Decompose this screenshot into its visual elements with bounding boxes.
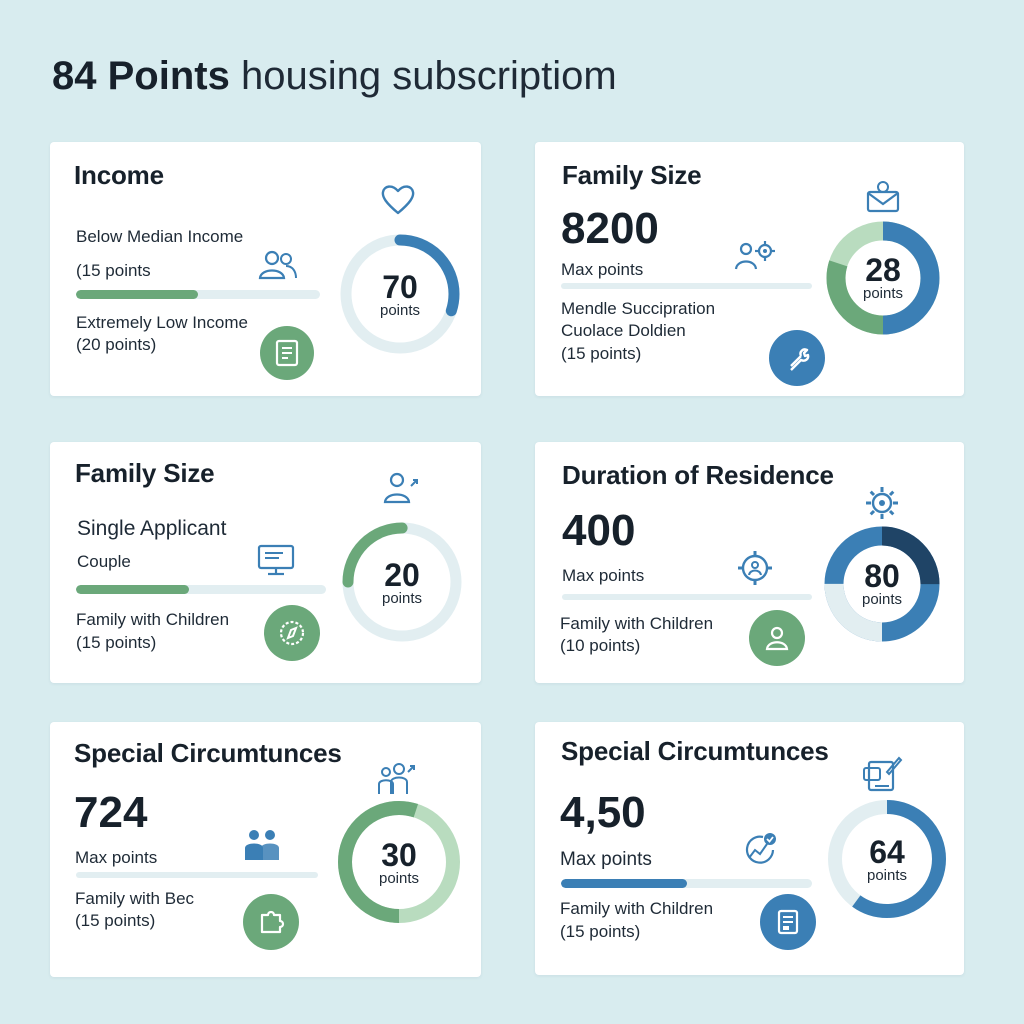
envelope-icon [866,181,900,213]
progress-bar [76,290,320,299]
card-title: Income [74,160,164,190]
donut-value: 70 [382,269,418,305]
criteria-points: (15 points [76,261,151,280]
donut-value: 64 [869,834,905,870]
criteria-points: (10 points) [560,636,641,655]
family-icon [378,763,415,794]
divider-bar [562,594,812,600]
card-title: Family Size [75,458,215,488]
score-donut: 20 points [340,520,464,644]
page-title-points: 84 Points [52,54,230,98]
progress-bar-fill [76,585,189,594]
criteria-label: Family with Children [560,614,714,633]
divider-bar [76,872,318,878]
group-icon [245,830,279,860]
document-icon [260,326,314,380]
form-icon [760,894,816,950]
max-points-number: 400 [562,506,636,555]
compass-icon [264,605,320,661]
max-points-label: Max points [560,849,652,870]
donut-unit: points [378,870,420,887]
monitor-icon [257,544,295,576]
income-card: Income Below Median Income (15 points Ex… [50,142,481,396]
criteria-points: (15 points) [561,344,642,363]
gear-icon [866,487,898,519]
donut-unit: points [379,302,421,319]
person-icon [749,610,805,666]
card-title: Duration of Residence [562,460,834,490]
special-circumstances-card: Special Circumtunces 724 Max points Fami… [50,722,481,977]
person-gear-icon [734,241,775,270]
criteria-points: (15 points) [560,922,641,941]
donut-value: 80 [864,558,900,594]
heart-icon [381,185,415,215]
people-icon [258,250,297,280]
max-points-label: Max points [562,566,645,585]
donut-unit: points [862,285,904,302]
donut-unit: points [381,590,423,607]
donut-unit: points [861,591,903,608]
max-points-label: Max points [75,848,158,867]
clipboard-pen-icon [863,756,903,792]
criteria-label: Couple [77,552,131,571]
card-title: Special Circumtunces [74,738,342,768]
progress-bar [76,585,326,594]
family-size-card: Family Size 8200 Max points Mendle Succi… [535,142,964,396]
card-title: Family Size [562,160,702,190]
score-donut: 30 points [337,800,461,924]
score-donut: 64 points [826,798,948,920]
donut-value: 28 [865,252,901,288]
progress-bar [561,879,812,888]
puzzle-icon [243,894,299,950]
donut-value: 20 [384,557,420,593]
donut-value: 30 [381,837,417,873]
criteria-points: (15 points) [75,911,156,930]
special-circumstances-card: Special Circumtunces 4,50 Max points Fam… [535,722,964,975]
max-points-number: 4,50 [560,788,646,837]
criteria-label: Extremely Low Income [76,313,248,332]
score-donut: 70 points [338,232,462,356]
max-points-number: 724 [74,788,148,837]
family-size-card: Family Size Single Applicant Couple Fami… [50,442,481,683]
max-points-label: Max points [561,260,644,279]
criteria-label: Below Median Income [76,227,244,246]
duration-of-residence-card: Duration of Residence 400 Max points Fam… [535,442,964,683]
criteria-label: Family with Children [560,899,714,918]
criteria-points: (15 points) [76,633,157,652]
criteria-label: Cuolace Doldien [561,321,686,340]
criteria-label: Family with Children [76,610,230,629]
max-points-number: 8200 [561,204,659,253]
tool-icon [769,330,825,386]
criteria-label: Single Applicant [77,517,227,540]
score-donut: 28 points [826,221,940,335]
divider-bar [561,283,812,289]
card-title: Special Circumtunces [561,736,829,766]
progress-bar-fill [561,879,687,888]
criteria-points: (20 points) [76,335,157,354]
donut-unit: points [866,867,908,884]
criteria-label: Mendle Succipration [561,299,716,318]
user-icon [383,472,418,504]
criteria-label: Family with Bec [75,889,195,908]
score-donut: 80 points [824,526,940,642]
progress-bar-fill [76,290,198,299]
page-title-rest: housing subscriptiom [240,54,617,98]
page-title: 84 Points housing subscriptiom [52,50,617,102]
check-chart-icon [745,833,776,864]
gear-person-icon [738,551,772,585]
